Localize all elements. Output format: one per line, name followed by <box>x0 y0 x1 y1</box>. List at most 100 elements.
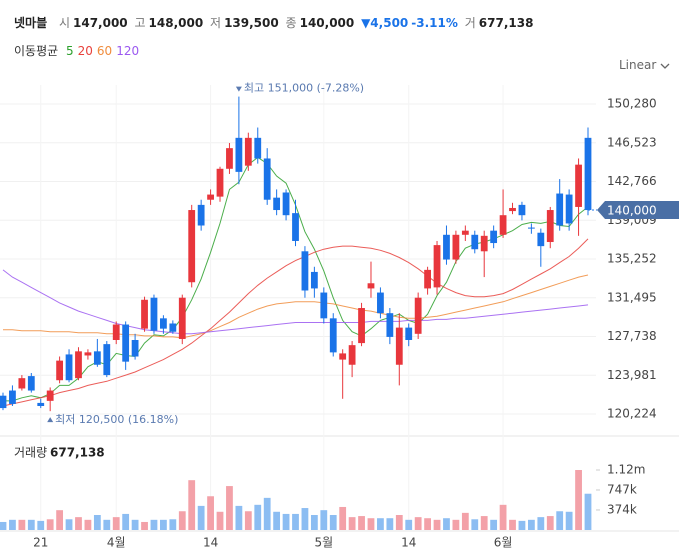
scale-label: Linear <box>619 58 657 72</box>
candle-body <box>424 269 431 289</box>
volume-bar <box>433 519 441 530</box>
volume-bar <box>499 504 507 530</box>
candle-body <box>273 197 281 211</box>
volume-title: 거래량 <box>14 446 47 460</box>
volume-bar <box>112 517 120 530</box>
candle-body <box>414 297 422 334</box>
volume-bar <box>556 511 564 530</box>
quote-label: 종 <box>285 16 297 30</box>
candle-body <box>518 204 526 216</box>
candle-body <box>565 194 573 224</box>
x-tick-label: 14 <box>203 536 218 550</box>
volume-bar <box>565 511 573 530</box>
candle-body <box>9 390 16 404</box>
volume-bar <box>46 519 54 530</box>
candle-body <box>226 148 233 169</box>
candle-body <box>499 215 507 235</box>
candle-body <box>112 324 120 340</box>
change-pct: -3.11% <box>411 16 458 30</box>
volume-bar <box>188 480 196 530</box>
volume-bar <box>235 505 243 530</box>
volume-bar <box>244 511 252 530</box>
min-annotation: 최저 120,500 (16.18%) <box>55 413 178 426</box>
ma-legend: 이동평균 5 20 60 120 <box>14 42 147 59</box>
candle-body <box>575 164 582 207</box>
quote-value: 677,138 <box>478 16 534 30</box>
volume-bar <box>329 515 337 530</box>
volume-bar <box>75 517 82 530</box>
volume-bar <box>178 511 186 530</box>
candle-body <box>367 283 375 289</box>
quote-label: 고 <box>134 16 146 30</box>
volume-bar <box>282 513 290 530</box>
change: ▼4,500 <box>361 16 409 30</box>
volume-bar <box>160 519 167 530</box>
volume-bar <box>273 511 281 530</box>
candle-body <box>584 137 592 211</box>
y-tick-label: 120,224 <box>607 407 657 421</box>
volume-bar <box>65 519 73 530</box>
volume-bar <box>226 486 233 530</box>
ma-line <box>2 238 589 407</box>
volume-bar <box>546 516 554 530</box>
x-tick-label: 21 <box>33 536 48 550</box>
candle-body <box>405 327 413 340</box>
quote-value: 148,000 <box>148 16 204 30</box>
candle-body <box>0 395 7 409</box>
y-tick-label: 146,523 <box>607 135 657 149</box>
y-tick-label: 150,280 <box>607 97 657 111</box>
y-tick-label: 123,981 <box>607 368 657 382</box>
candle-body <box>433 245 441 288</box>
candle-body <box>27 376 35 391</box>
candle-body <box>310 271 318 289</box>
volume-bar <box>122 513 130 530</box>
stock-name: 넷마블 <box>14 16 48 30</box>
candle-body <box>480 235 488 252</box>
candle-body <box>103 344 111 376</box>
volume-bar <box>471 519 479 530</box>
volume-bar <box>414 517 422 530</box>
quote-label: 저 <box>210 16 222 30</box>
candle-body <box>141 299 148 329</box>
candle-body <box>18 378 26 389</box>
x-tick-label: 4월 <box>107 536 126 550</box>
volume-tick-label: 1.12m <box>607 463 645 477</box>
ma-items: 5 20 60 120 <box>66 44 143 58</box>
candle-body <box>546 210 554 243</box>
quote-value: 147,000 <box>73 16 128 30</box>
volume-bar <box>518 520 526 530</box>
candle-body <box>443 234 450 260</box>
candle-body <box>509 207 516 212</box>
volume-bar <box>301 508 309 530</box>
candle-body <box>471 234 479 250</box>
y-tick-label: 135,252 <box>607 252 657 266</box>
quote-value: 140,000 <box>299 16 355 30</box>
volume-bar <box>575 470 582 530</box>
candle-body <box>188 210 196 283</box>
candle-body <box>490 230 498 244</box>
volume-bar <box>310 515 318 530</box>
y-tick-label: 127,738 <box>607 329 657 343</box>
candle-body <box>75 351 82 379</box>
candle-body <box>207 194 214 200</box>
volume-bar <box>424 518 431 530</box>
candle-body <box>377 292 384 314</box>
max-marker <box>235 86 242 92</box>
price-tag-label: 140,000 <box>607 204 657 218</box>
ma-line <box>3 274 589 339</box>
ma-line <box>3 156 589 402</box>
candle-body <box>320 292 328 319</box>
volume-bar <box>131 519 139 530</box>
volume-value: 677,138 <box>50 446 105 460</box>
quote-label: 거 <box>464 16 476 30</box>
x-tick-label: 14 <box>401 536 416 550</box>
ma-legend-item: 120 <box>116 44 140 58</box>
scale-dropdown[interactable]: Linear <box>619 58 670 72</box>
volume-bar <box>490 519 498 530</box>
candle-body <box>46 390 54 401</box>
volume-tick-label: 747k <box>607 482 637 496</box>
volume-bar <box>443 518 450 530</box>
candle-body <box>329 318 337 353</box>
